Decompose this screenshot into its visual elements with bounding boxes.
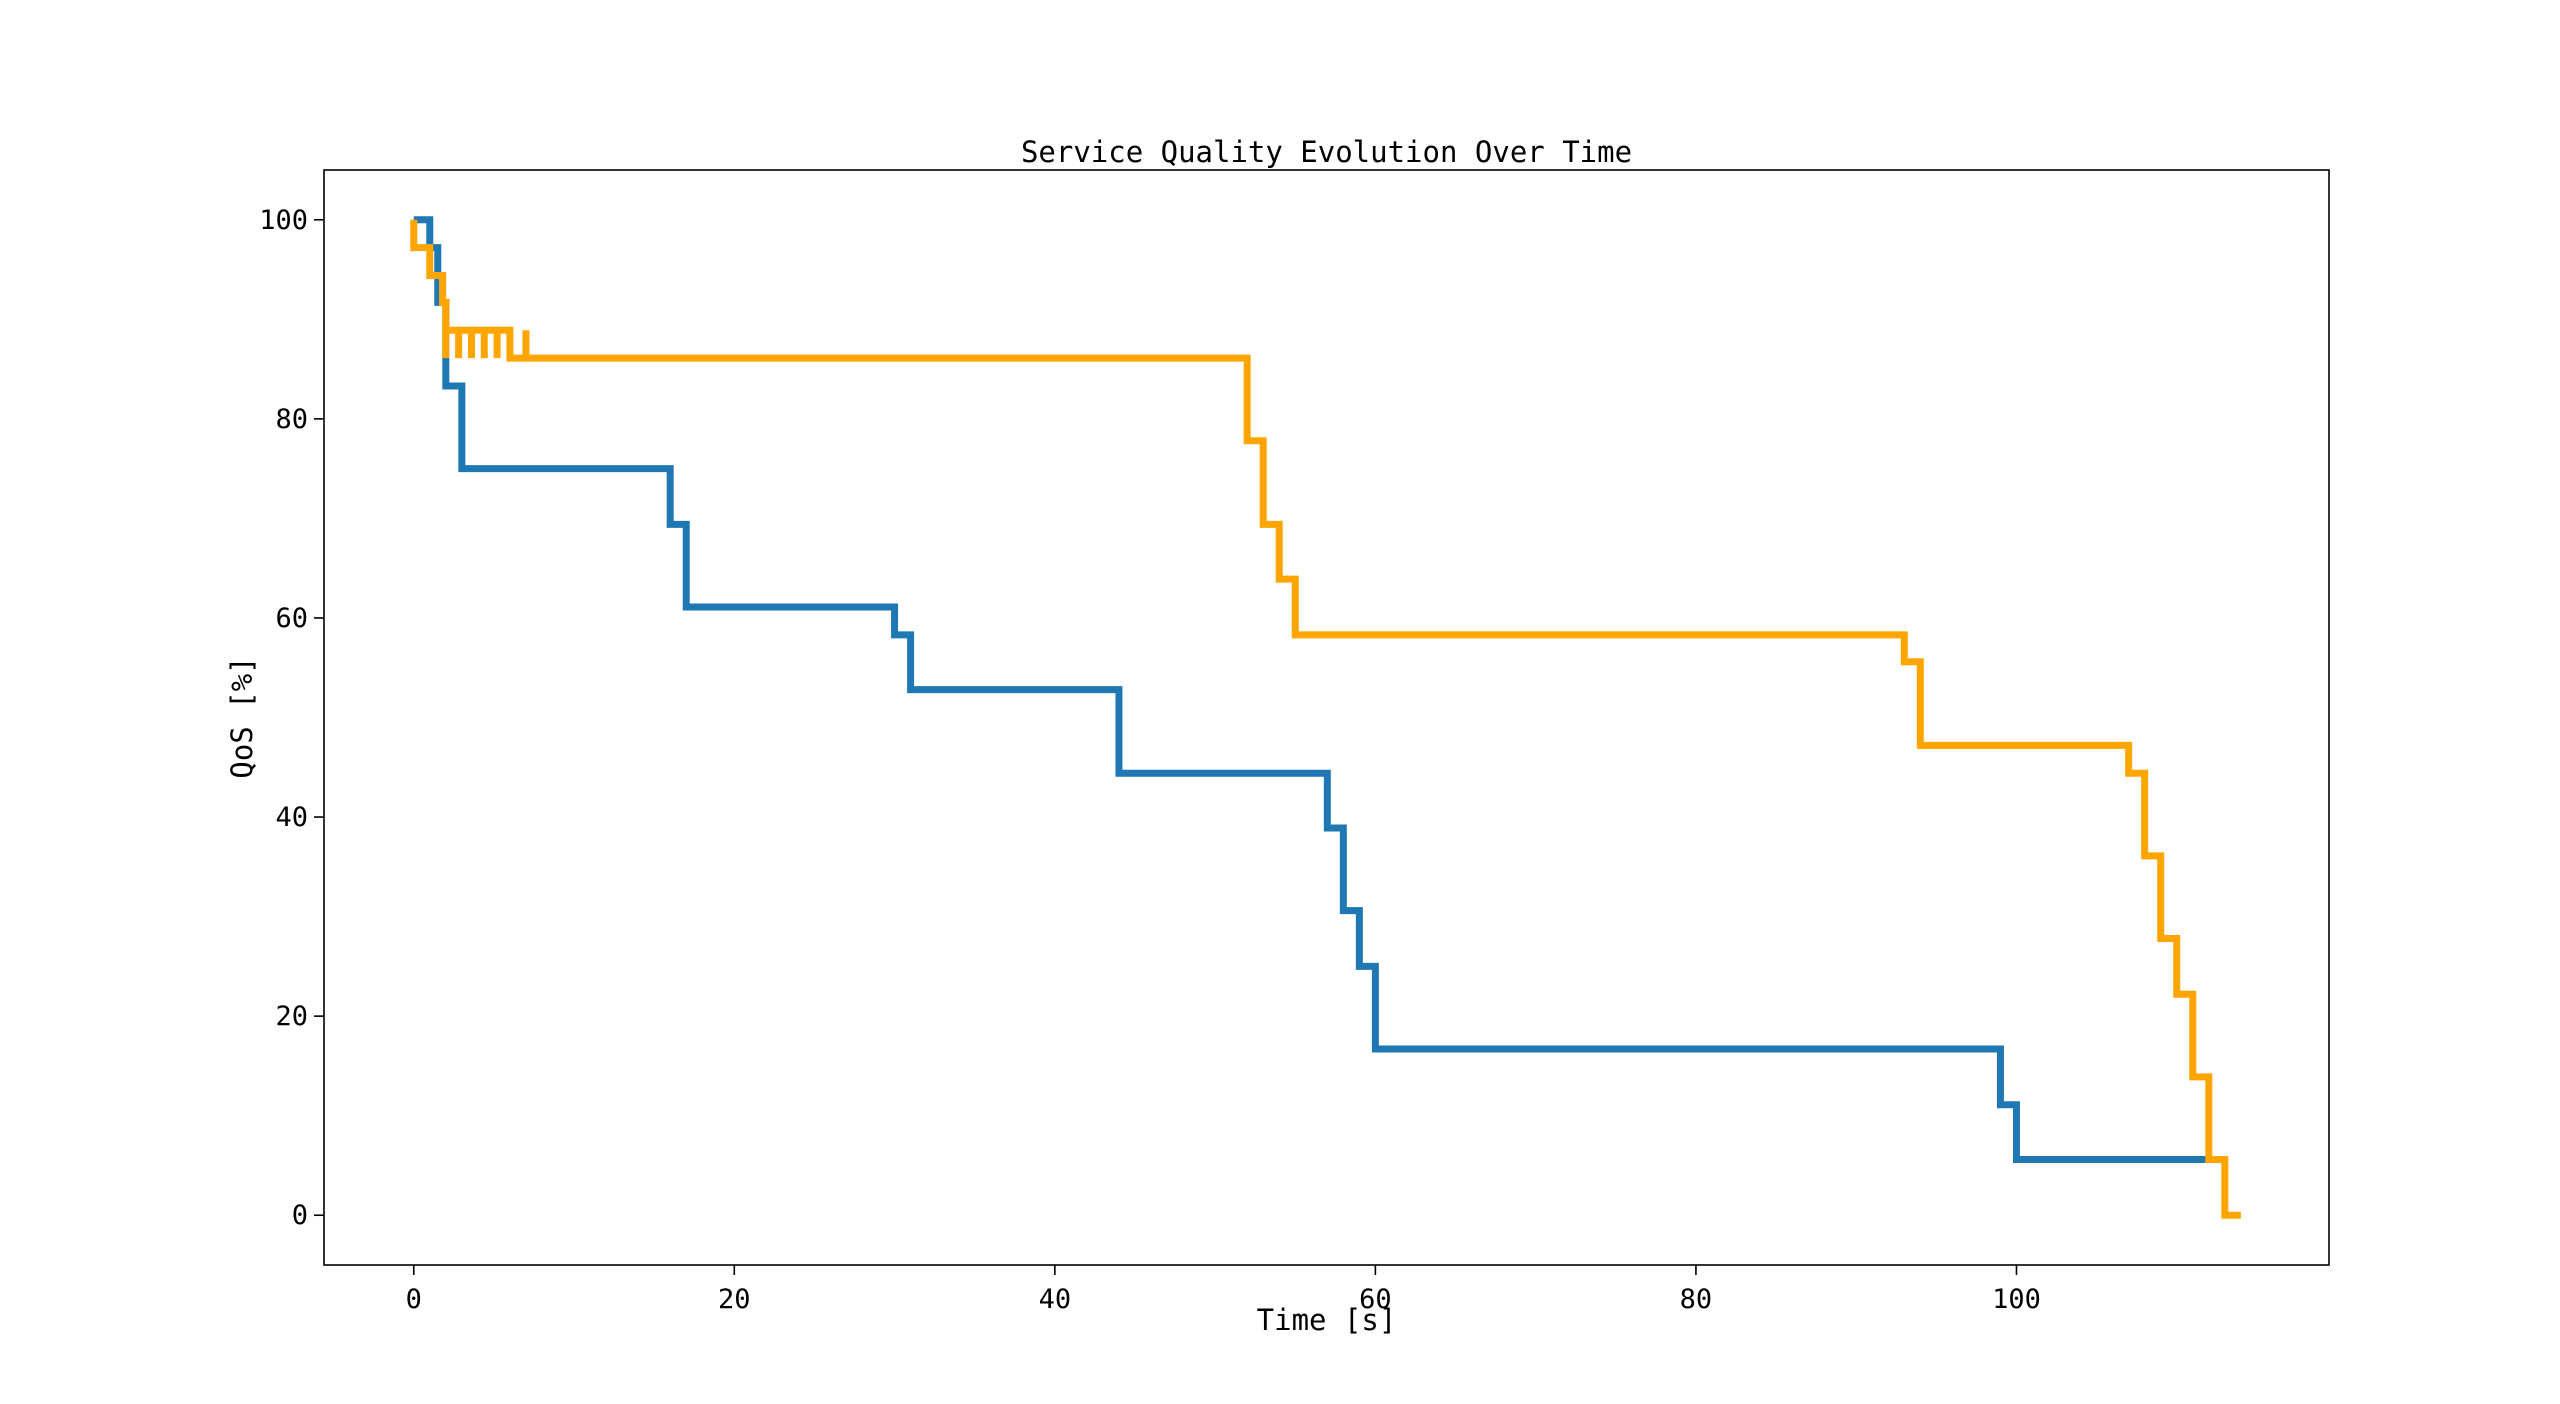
- x-tick-label: 20: [718, 1284, 751, 1315]
- x-axis: 0 20 40 60 80 100: [406, 1265, 2041, 1315]
- x-tick-label: 60: [1359, 1284, 1392, 1315]
- y-tick-label: 60: [275, 603, 308, 634]
- x-tick-label: 40: [1039, 1284, 1072, 1315]
- y-axis: 0 20 40 60 80 100: [259, 205, 324, 1231]
- x-tick-label: 100: [1992, 1284, 2041, 1315]
- y-axis-label: QoS [%]: [225, 656, 259, 778]
- plot-frame: [323, 169, 2330, 1266]
- y-tick-label: 40: [275, 802, 308, 833]
- y-tick-label: 20: [275, 1001, 308, 1032]
- plot-lines: [410, 216, 2241, 1219]
- y-tick-label: 100: [259, 205, 308, 236]
- x-tick-label: 0: [406, 1284, 422, 1315]
- x-axis-label: Time [s]: [1257, 1303, 1397, 1337]
- y-tick-label: 0: [292, 1200, 308, 1231]
- y-tick-label: 80: [275, 404, 308, 435]
- chart-title: Service Quality Evolution Over Time: [1021, 135, 1632, 169]
- series-line-2: [410, 219, 2241, 1219]
- x-tick-label: 80: [1680, 1284, 1713, 1315]
